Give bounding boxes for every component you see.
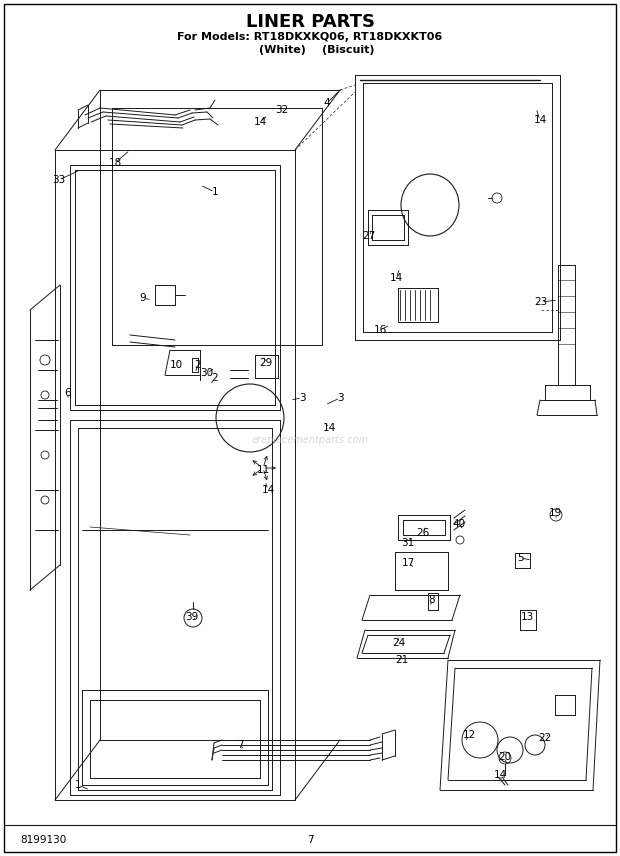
Text: 12: 12 — [463, 730, 476, 740]
Text: 22: 22 — [538, 733, 552, 743]
Text: 4: 4 — [324, 98, 330, 108]
Text: 30: 30 — [200, 368, 213, 378]
Text: 18: 18 — [108, 158, 122, 168]
Text: (White): (White) — [259, 45, 306, 55]
Text: 29: 29 — [259, 358, 273, 368]
Text: 14: 14 — [533, 115, 547, 125]
Text: 3: 3 — [337, 393, 343, 403]
Text: 6: 6 — [64, 388, 71, 398]
Text: 5: 5 — [516, 553, 523, 563]
Text: 27: 27 — [362, 231, 376, 241]
Text: 7: 7 — [307, 835, 313, 845]
Text: (Biscuit): (Biscuit) — [322, 45, 374, 55]
Text: 21: 21 — [396, 655, 409, 665]
Text: ereplacementparts.com: ereplacementparts.com — [252, 435, 368, 445]
Text: 14: 14 — [322, 423, 335, 433]
Text: For Models: RT18DKXKQ06, RT18DKXKT06: For Models: RT18DKXKQ06, RT18DKXKT06 — [177, 32, 443, 42]
Text: 1: 1 — [74, 780, 81, 790]
Text: 24: 24 — [392, 638, 405, 648]
Text: 14: 14 — [389, 273, 402, 283]
Text: 17: 17 — [401, 558, 415, 568]
Text: 2: 2 — [211, 373, 218, 383]
Text: 1: 1 — [211, 187, 218, 197]
Text: 16: 16 — [373, 325, 387, 335]
Text: 32: 32 — [275, 105, 289, 115]
Text: 33: 33 — [52, 175, 66, 185]
Text: 8199130: 8199130 — [20, 835, 66, 845]
Text: 19: 19 — [548, 508, 562, 518]
Text: LINER PARTS: LINER PARTS — [246, 13, 374, 31]
Text: 7: 7 — [237, 740, 243, 750]
Text: 39: 39 — [185, 612, 198, 622]
Text: 9: 9 — [140, 293, 146, 303]
Text: 14: 14 — [262, 485, 275, 495]
Text: 23: 23 — [534, 297, 547, 307]
Text: 10: 10 — [169, 360, 182, 370]
Text: 2: 2 — [195, 360, 202, 370]
Text: 3: 3 — [299, 393, 305, 403]
Text: 26: 26 — [417, 528, 430, 538]
Text: 14: 14 — [494, 770, 507, 780]
Text: 8: 8 — [428, 595, 435, 605]
Text: 31: 31 — [401, 538, 415, 548]
Text: 40: 40 — [453, 519, 466, 529]
Text: 11: 11 — [257, 465, 270, 475]
Text: 20: 20 — [498, 752, 511, 762]
Text: 14: 14 — [254, 117, 267, 127]
Text: 13: 13 — [520, 612, 534, 622]
